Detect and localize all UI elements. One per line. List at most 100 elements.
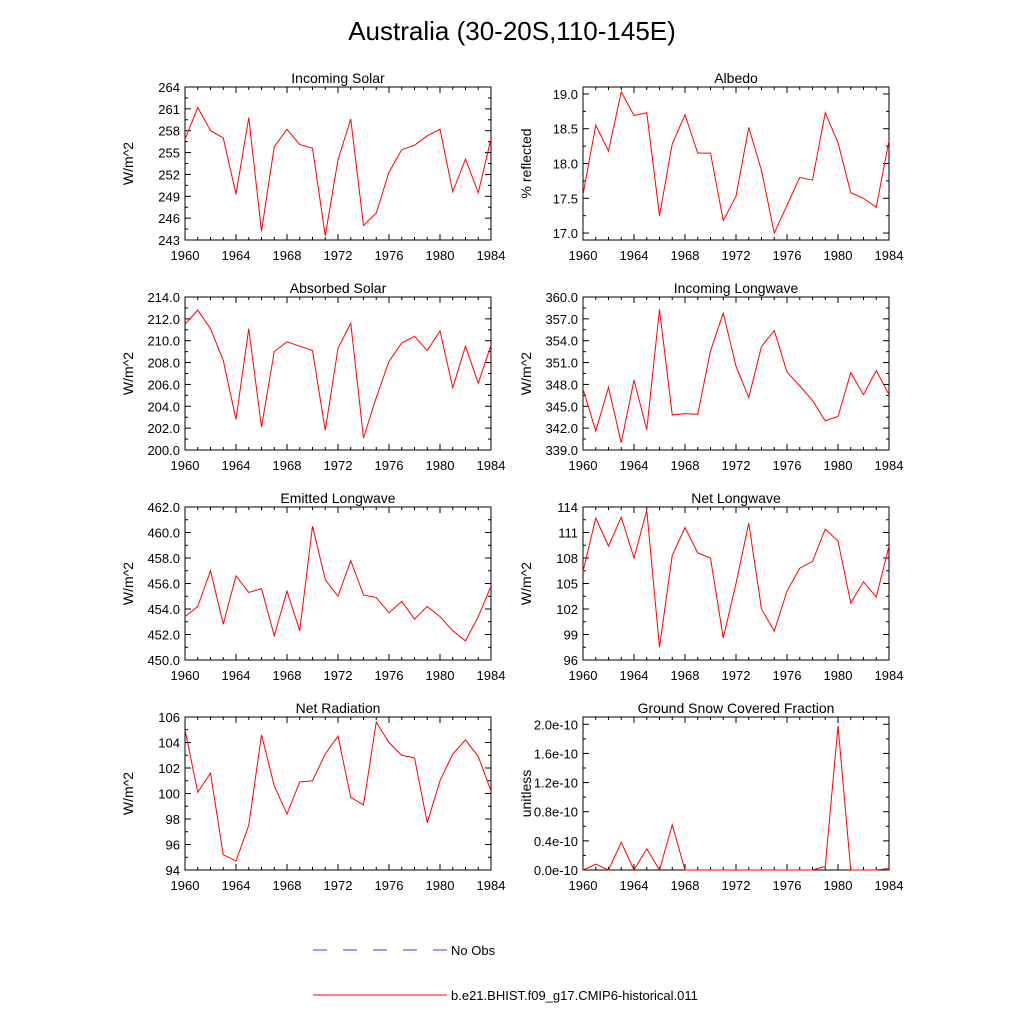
x-tick-label: 1964 (620, 458, 649, 473)
y-tick-label: 214.0 (147, 290, 180, 305)
x-tick-label: 1976 (773, 668, 802, 683)
x-tick-label: 1968 (671, 668, 700, 683)
y-tick-label: 454.0 (147, 602, 180, 617)
y-tick-label: 450.0 (147, 653, 180, 668)
x-tick-label: 1980 (824, 668, 853, 683)
plot-frame (184, 296, 492, 451)
y-tick-label: 98 (166, 812, 180, 827)
x-tick-label: 1984 (477, 668, 506, 683)
x-tick-label: 1976 (375, 668, 404, 683)
y-axis-label: W/m^2 (120, 142, 136, 185)
x-tick-label: 1960 (171, 668, 200, 683)
y-tick-label: 106 (158, 710, 180, 725)
y-tick-label: 458.0 (147, 551, 180, 566)
y-tick-label: 96 (564, 653, 578, 668)
y-tick-label: 0.4e-10 (534, 834, 578, 849)
y-tick-label: 202.0 (147, 421, 180, 436)
x-tick-label: 1964 (222, 878, 251, 893)
x-tick-label: 1972 (324, 458, 353, 473)
y-axis-label: W/m^2 (518, 562, 534, 605)
x-tick-label: 1984 (477, 458, 506, 473)
x-tick-label: 1960 (171, 878, 200, 893)
x-tick-label: 1972 (722, 458, 751, 473)
y-tick-label: 360.0 (545, 290, 578, 305)
x-tick-label: 1976 (375, 458, 404, 473)
y-tick-label: 105 (556, 577, 578, 592)
y-tick-label: 96 (166, 838, 180, 853)
x-tick-label: 1968 (671, 248, 700, 263)
x-tick-label: 1984 (477, 248, 506, 263)
y-tick-label: 2.0e-10 (534, 717, 578, 732)
x-tick-label: 1964 (222, 248, 251, 263)
y-tick-label: 246 (158, 211, 180, 226)
x-tick-label: 1960 (569, 248, 598, 263)
x-tick-label: 1960 (171, 248, 200, 263)
y-tick-label: 243 (158, 233, 180, 248)
y-tick-label: 339.0 (545, 443, 578, 458)
x-tick-label: 1968 (671, 458, 700, 473)
y-tick-label: 1.2e-10 (534, 776, 578, 791)
y-tick-label: 348.0 (545, 377, 578, 392)
y-tick-label: 1.6e-10 (534, 746, 578, 761)
y-tick-label: 210.0 (147, 334, 180, 349)
y-tick-label: 452.0 (147, 628, 180, 643)
legend: No Obs b.e21.BHIST.f09_g17.CMIP6-histori… (313, 943, 698, 1003)
x-tick-label: 1980 (824, 878, 853, 893)
y-axis-label: W/m^2 (120, 352, 136, 395)
plot-frame (184, 86, 492, 241)
panel-title: Net Radiation (296, 700, 381, 716)
x-tick-label: 1976 (375, 878, 404, 893)
y-tick-label: 462.0 (147, 500, 180, 515)
x-tick-label: 1968 (671, 878, 700, 893)
y-tick-label: 264 (158, 80, 180, 95)
figure-title: Australia (30-20S,110-145E) (348, 16, 676, 46)
x-tick-label: 1980 (426, 458, 455, 473)
y-axis-label: W/m^2 (120, 562, 136, 605)
plot-frame (184, 716, 492, 871)
x-tick-label: 1960 (171, 458, 200, 473)
x-tick-label: 1984 (875, 668, 904, 683)
panel-title: Ground Snow Covered Fraction (638, 700, 835, 716)
x-tick-label: 1980 (824, 458, 853, 473)
y-tick-label: 357.0 (545, 312, 578, 327)
x-tick-label: 1960 (569, 878, 598, 893)
panel-title: Net Longwave (691, 490, 781, 506)
series-line (582, 510, 890, 648)
x-tick-label: 1968 (273, 248, 302, 263)
x-tick-label: 1964 (620, 878, 649, 893)
panel-4: Incoming Longwave W/m^2 1960 1964 1968 1972 19… (518, 280, 903, 473)
x-tick-label: 1964 (222, 458, 251, 473)
x-tick-label: 1984 (477, 878, 506, 893)
plot-frame (582, 716, 890, 871)
x-tick-label: 1964 (620, 248, 649, 263)
x-tick-label: 1972 (722, 878, 751, 893)
x-tick-label: 1968 (273, 668, 302, 683)
x-tick-label: 1984 (875, 248, 904, 263)
panel-title: Absorbed Solar (290, 280, 387, 296)
x-tick-label: 1976 (773, 248, 802, 263)
x-tick-label: 1980 (824, 248, 853, 263)
panels: Incoming Solar W/m^2 1960 1964 1968 1972 1976 1… (120, 70, 903, 893)
y-tick-label: 18.0 (553, 157, 578, 172)
x-tick-label: 1960 (569, 458, 598, 473)
x-tick-label: 1968 (273, 878, 302, 893)
x-tick-label: 1968 (273, 458, 302, 473)
y-tick-label: 102 (556, 602, 578, 617)
x-tick-label: 1972 (324, 668, 353, 683)
y-tick-label: 99 (564, 628, 578, 643)
y-tick-label: 100 (158, 787, 180, 802)
y-tick-label: 19.0 (553, 87, 578, 102)
x-tick-label: 1964 (222, 668, 251, 683)
series-line (582, 725, 890, 872)
y-tick-label: 17.5 (553, 191, 578, 206)
x-tick-label: 1972 (722, 668, 751, 683)
y-tick-label: 252 (158, 167, 180, 182)
panel-title: Incoming Solar (291, 70, 385, 86)
y-tick-label: 111 (558, 526, 578, 541)
panel-2: Albedo % reflected 1960 1964 1968 1972 1976 198… (518, 70, 903, 263)
x-tick-label: 1984 (875, 878, 904, 893)
y-tick-label: 456.0 (147, 577, 180, 592)
x-tick-label: 1972 (722, 248, 751, 263)
panel-5: Emitted Longwave W/m^2 1960 1964 1968 1972 197… (120, 490, 505, 683)
